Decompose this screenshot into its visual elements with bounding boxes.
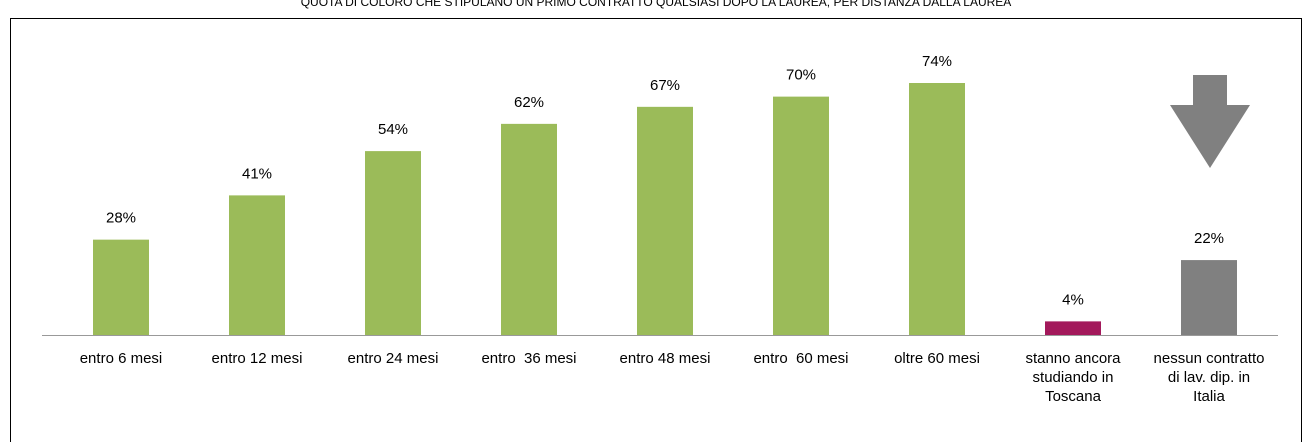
x-tick-label: entro 24 mesi bbox=[347, 350, 439, 367]
bar bbox=[365, 151, 421, 335]
bar bbox=[501, 123, 557, 335]
x-tick-label: nessun contratto di lav. dip. in Italia bbox=[1153, 350, 1265, 405]
value-label: 22% bbox=[1194, 230, 1224, 247]
bar bbox=[637, 106, 693, 336]
x-tick-label: entro 36 mesi bbox=[481, 350, 577, 367]
bar bbox=[1045, 321, 1101, 335]
x-tick-label: entro 6 mesi bbox=[79, 350, 163, 367]
bar bbox=[773, 96, 829, 336]
x-tick-label: entro 60 mesi bbox=[753, 350, 849, 367]
value-label: 67% bbox=[650, 77, 680, 94]
x-tick-label: oltre 60 mesi bbox=[894, 350, 980, 367]
arrow bbox=[1170, 75, 1250, 168]
value-label: 41% bbox=[242, 165, 272, 182]
frame bbox=[10, 18, 1302, 442]
x-tick-label: stanno ancora studiando in Toscana bbox=[1025, 350, 1121, 405]
bar bbox=[229, 195, 285, 335]
x-tick-label: entro 12 mesi bbox=[211, 350, 303, 367]
value-label: 54% bbox=[378, 121, 408, 138]
x-tick-label: entro 48 mesi bbox=[619, 350, 711, 367]
value-label: 62% bbox=[514, 94, 544, 111]
chart-title: QUOTA DI COLORO CHE STIPULANO UN PRIMO C… bbox=[301, 0, 1012, 9]
value-label: 70% bbox=[786, 67, 816, 84]
value-label: 4% bbox=[1062, 291, 1084, 308]
value-label: 28% bbox=[106, 210, 136, 227]
bar bbox=[909, 83, 965, 335]
bar bbox=[93, 239, 149, 335]
bar bbox=[1181, 260, 1237, 335]
value-label: 74% bbox=[922, 53, 952, 70]
